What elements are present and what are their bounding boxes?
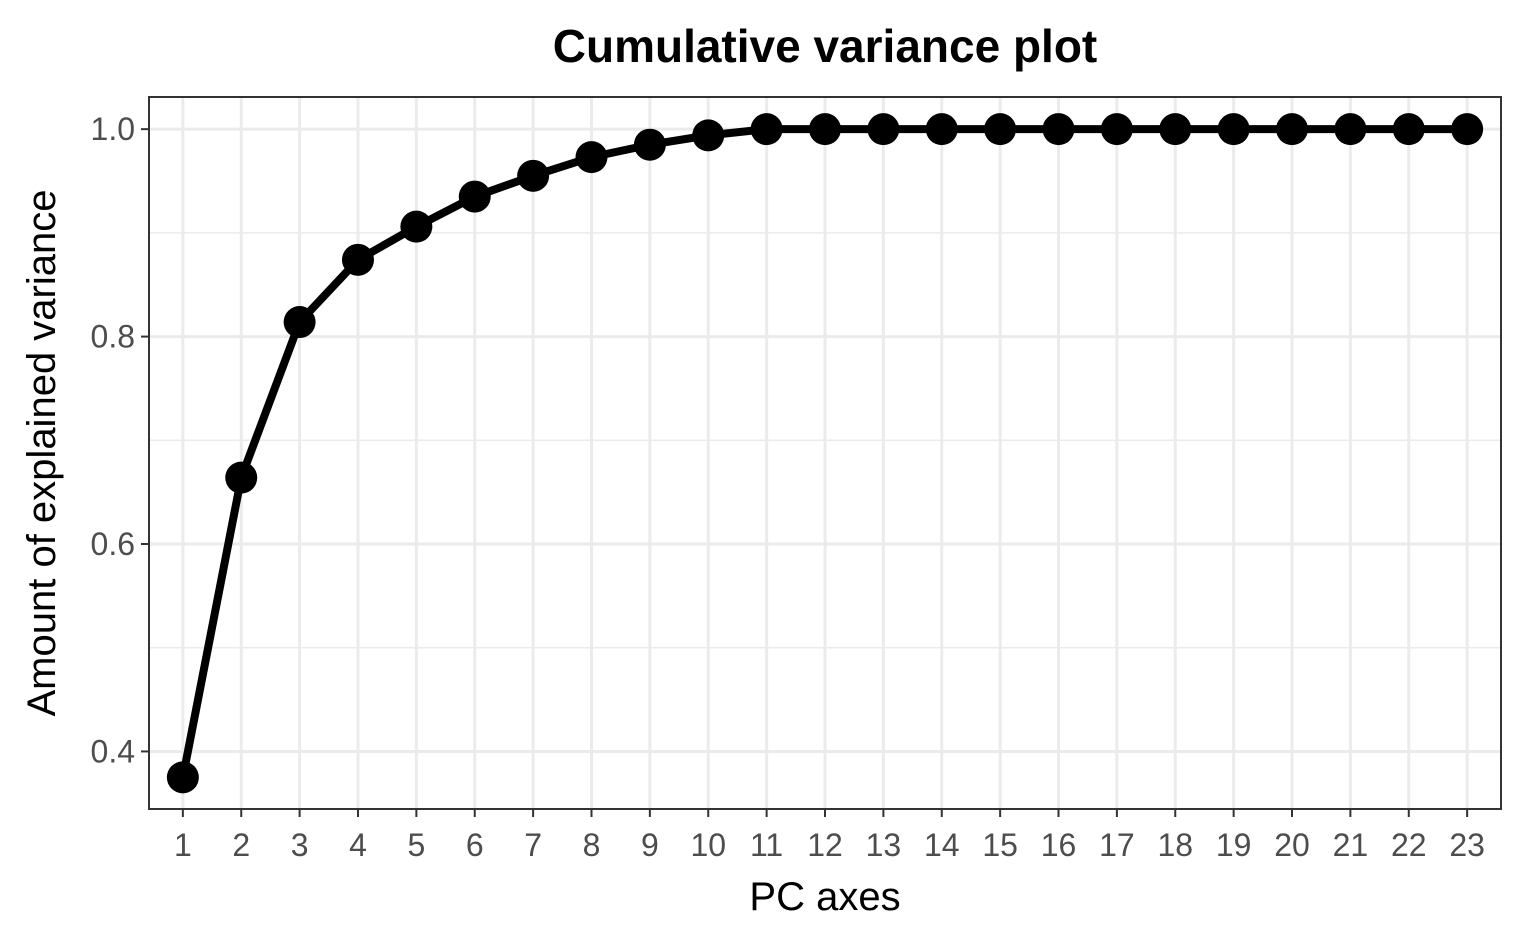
x-tick-label: 1 [174, 827, 192, 863]
chart-title: Cumulative variance plot [553, 20, 1098, 72]
x-tick-label: 17 [1099, 827, 1135, 863]
data-point [1276, 113, 1309, 146]
y-tick-label: 1.0 [91, 111, 135, 147]
x-tick-label: 11 [750, 827, 783, 863]
data-point [1392, 113, 1425, 146]
data-point [809, 113, 841, 146]
data-point [1159, 113, 1192, 146]
y-tick-label: 0.6 [91, 526, 135, 562]
data-point [1100, 113, 1133, 146]
x-tick-label: 18 [1157, 827, 1193, 863]
x-tick-label: 15 [982, 827, 1018, 863]
x-tick-label: 13 [866, 827, 902, 863]
data-point [458, 180, 491, 213]
data-point [341, 243, 374, 276]
data-point [692, 119, 725, 152]
x-tick-label: 19 [1216, 827, 1252, 863]
x-tick-label: 9 [641, 827, 659, 863]
x-tick-label: 22 [1391, 827, 1427, 863]
y-tick-label: 0.8 [91, 319, 135, 355]
data-point [225, 461, 258, 494]
x-tick-label: 20 [1274, 827, 1310, 863]
x-axis-title: PC axes [749, 875, 900, 919]
x-tick-label: 3 [291, 827, 309, 863]
data-point [984, 113, 1017, 146]
series-layer [166, 113, 1484, 794]
data-point [1042, 113, 1075, 146]
data-point [1217, 113, 1250, 146]
data-point [1334, 113, 1367, 146]
x-tick-label: 10 [690, 827, 726, 863]
data-point [633, 128, 666, 161]
x-tick-label: 16 [1041, 827, 1077, 863]
x-tick-label: 7 [524, 827, 542, 863]
data-point [575, 141, 608, 174]
data-point [925, 113, 958, 146]
data-point [166, 761, 199, 794]
data-point [283, 306, 316, 339]
x-tick-label: 2 [232, 827, 250, 863]
x-tick-label: 14 [924, 827, 960, 863]
x-tick-label: 12 [807, 827, 843, 863]
x-tick-label: 23 [1449, 827, 1485, 863]
x-axis: 1 2 3 4 5 6 7 8 9 10 11 12 13 14 15 16 17 18 19 20 21 22 23 [174, 809, 1485, 863]
data-point [750, 113, 783, 146]
data-point [1451, 113, 1484, 146]
y-axis: 0.4 0.6 0.8 1.0 [91, 111, 149, 769]
x-tick-label: 6 [466, 827, 484, 863]
x-tick-label: 4 [349, 827, 367, 863]
data-point [867, 113, 900, 146]
data-point [517, 159, 550, 192]
y-tick-label: 0.4 [91, 733, 135, 769]
major-gridlines [149, 97, 1501, 809]
data-point [400, 210, 433, 243]
y-axis-title: Amount of explained variance [20, 190, 64, 717]
x-tick-label: 8 [583, 827, 601, 863]
x-tick-label: 5 [407, 827, 425, 863]
x-tick-label: 21 [1333, 827, 1369, 863]
